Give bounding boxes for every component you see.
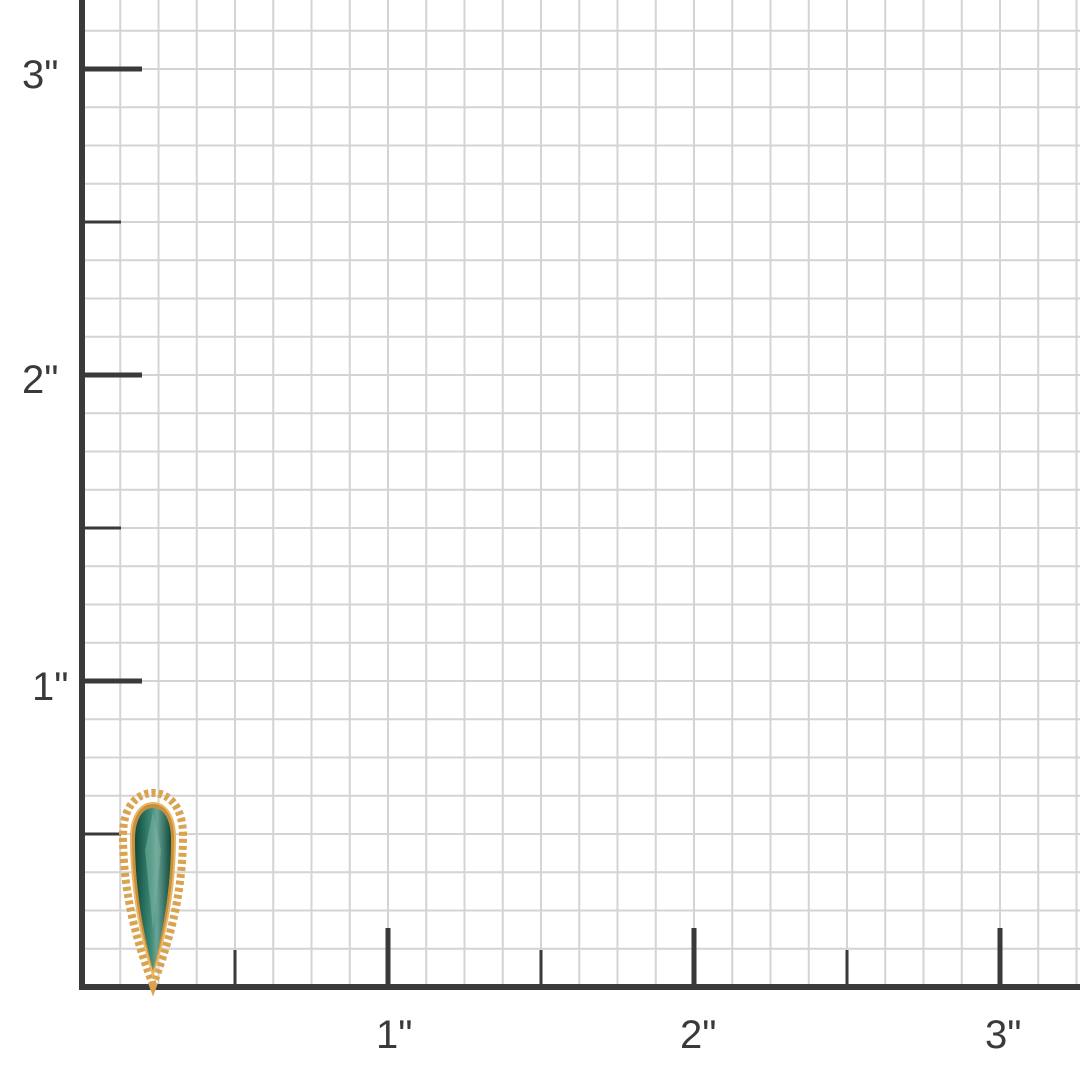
x-label-3: 3" <box>985 1013 1021 1057</box>
x-label-1: 1" <box>376 1013 412 1057</box>
y-label-1: 1" <box>32 665 68 709</box>
y-label-2: 2" <box>22 358 58 402</box>
y-label-3: 3" <box>22 53 58 97</box>
gem-pendant-image <box>118 788 188 997</box>
x-label-2: 2" <box>680 1013 716 1057</box>
